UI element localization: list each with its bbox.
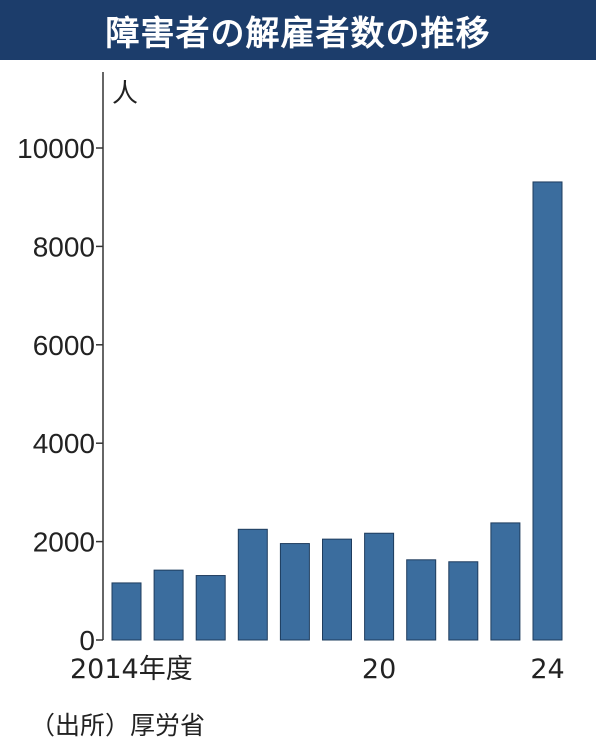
y-tick-label: 10000 [17, 133, 95, 164]
y-tick-label: 2000 [33, 527, 95, 558]
bar-2015 [153, 569, 184, 641]
bar-2019 [322, 538, 352, 641]
bar-2018 [279, 543, 310, 641]
bar-2017 [237, 528, 268, 641]
bar-2016 [195, 575, 226, 641]
bar-2022 [448, 561, 479, 641]
y-tick-label: 8000 [33, 231, 95, 262]
bar-2014 [111, 582, 142, 641]
title-bar: 障害者の解雇者数の推移 [0, 0, 596, 60]
x-tick-label: 20 [362, 654, 396, 685]
bar-2023 [490, 522, 521, 641]
y-tick-label: 0 [79, 625, 95, 656]
bar-2024 [532, 181, 563, 641]
x-tick-label: 2014年度 [70, 654, 193, 685]
source-note: （出所）厚労省 [30, 711, 206, 740]
x-tick-label: 24 [530, 654, 564, 685]
bar-2021 [406, 559, 437, 641]
chart-title: 障害者の解雇者数の推移 [105, 13, 491, 54]
bar-2020 [364, 532, 395, 641]
y-axis-unit-label: 人 [112, 79, 138, 109]
y-tick-label: 4000 [33, 428, 95, 459]
y-tick-label: 6000 [33, 330, 95, 361]
